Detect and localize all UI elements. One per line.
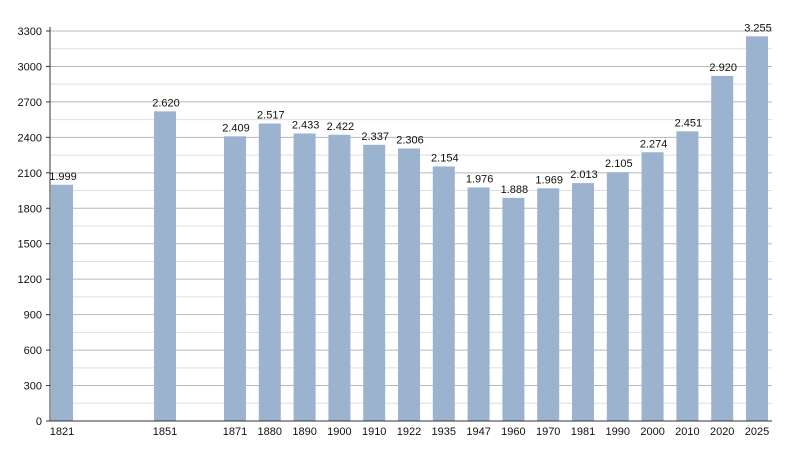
bar xyxy=(224,136,246,422)
bar xyxy=(398,148,420,422)
bar xyxy=(676,131,699,421)
data-label: 2.517 xyxy=(257,110,285,122)
bar xyxy=(606,172,629,421)
data-label: 1.976 xyxy=(466,173,494,185)
bar xyxy=(502,197,525,421)
x-tick-label: 2025 xyxy=(745,426,769,438)
axes: 0 300 600 900 1200 1500 1800 2100 2400 2700 3000 33… xyxy=(18,26,772,438)
x-tick-label: 1880 xyxy=(258,426,282,438)
bar xyxy=(51,184,73,421)
bar xyxy=(641,152,664,421)
y-tick-label: 300 xyxy=(24,381,42,393)
data-label: 1.999 xyxy=(49,171,77,183)
data-label: 2.105 xyxy=(605,158,633,170)
y-tick-label: 1500 xyxy=(18,239,42,251)
x-tick-label: 2010 xyxy=(675,426,699,438)
data-label: 1.969 xyxy=(535,174,563,186)
data-label: 2.274 xyxy=(640,138,668,150)
y-tick-label: 2400 xyxy=(18,132,42,144)
x-tick-label: 1970 xyxy=(536,426,560,438)
data-label: 2.337 xyxy=(361,131,389,143)
data-labels: 1.999 2.620 2.409 2.517 2.433 2.422 2.337 2.306… xyxy=(49,22,772,196)
bars xyxy=(51,36,768,422)
y-tick-label: 2700 xyxy=(18,97,42,109)
bar xyxy=(537,188,560,421)
bar xyxy=(363,144,386,422)
x-tick-label: 1871 xyxy=(223,426,247,438)
bar xyxy=(432,166,455,421)
bar xyxy=(154,111,176,421)
y-tick-label: 600 xyxy=(24,345,42,357)
x-tick-label: 1960 xyxy=(501,426,525,438)
x-tick-label: 1890 xyxy=(292,426,316,438)
data-label: 2.154 xyxy=(431,152,459,164)
y-tick-label: 1200 xyxy=(18,274,42,286)
data-label: 2.409 xyxy=(222,122,250,134)
x-tick-label: 1990 xyxy=(606,426,630,438)
y-tick-label: 0 xyxy=(36,416,42,428)
bar xyxy=(328,134,351,421)
x-tick-label: 1900 xyxy=(327,426,351,438)
x-tick-label: 1947 xyxy=(466,426,490,438)
x-tick-label: 2000 xyxy=(640,426,664,438)
data-label: 2.433 xyxy=(292,119,320,131)
bar xyxy=(467,187,490,421)
y-tick-label: 2100 xyxy=(18,168,42,180)
x-tick-label: 1910 xyxy=(362,426,386,438)
bar xyxy=(258,123,281,421)
data-label: 2.422 xyxy=(327,121,355,133)
x-tick-label: 1922 xyxy=(397,426,421,438)
bar xyxy=(746,36,768,422)
bar xyxy=(293,133,316,422)
data-label: 2.306 xyxy=(396,134,424,146)
data-label: 1.888 xyxy=(501,184,529,196)
y-tick-label: 1800 xyxy=(18,203,42,215)
data-label: 2.920 xyxy=(709,62,737,74)
x-tick-label: 1935 xyxy=(432,426,456,438)
y-tick-label: 3000 xyxy=(18,61,42,73)
x-tick-label: 1851 xyxy=(153,426,177,438)
bar xyxy=(572,183,594,421)
x-tick-label: 1821 xyxy=(50,426,74,438)
data-label: 2.620 xyxy=(152,97,180,109)
y-tick-label: 900 xyxy=(24,310,42,322)
y-tick-label: 3300 xyxy=(18,26,42,38)
data-label: 3.255 xyxy=(744,22,772,34)
data-label: 2.451 xyxy=(675,117,703,129)
x-tick-label: 2020 xyxy=(710,426,734,438)
bar xyxy=(711,75,734,421)
x-tick-label: 1981 xyxy=(571,426,595,438)
data-label: 2.013 xyxy=(570,169,598,181)
